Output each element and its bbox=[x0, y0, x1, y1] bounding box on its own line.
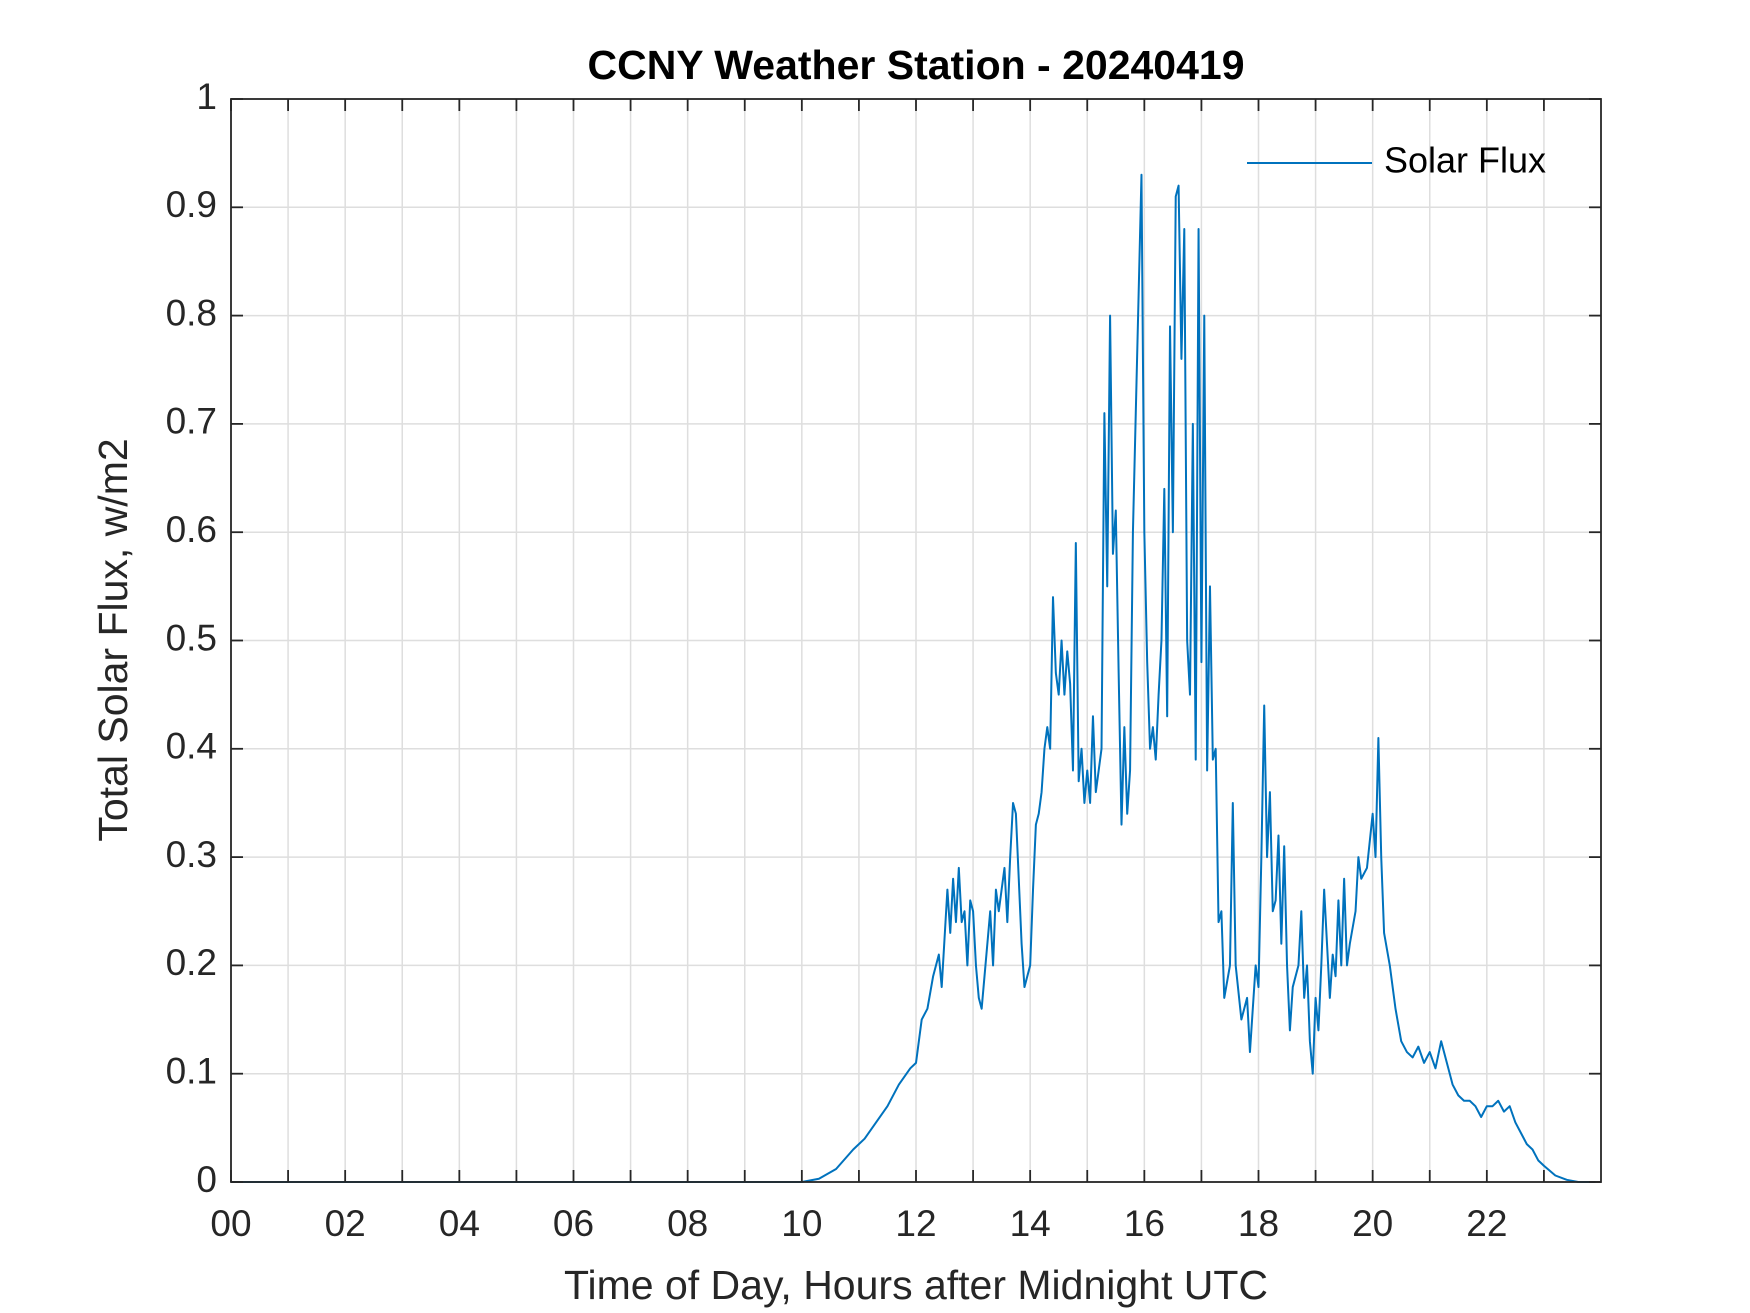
x-tick-label: 14 bbox=[1010, 1203, 1051, 1244]
y-tick-label: 0.5 bbox=[166, 617, 217, 658]
series-line bbox=[231, 173, 1596, 1183]
x-tick-label: 12 bbox=[895, 1203, 936, 1244]
x-tick-label: 04 bbox=[439, 1203, 480, 1244]
y-tick-label: 0.8 bbox=[166, 292, 217, 333]
x-tick-label: 02 bbox=[325, 1203, 366, 1244]
x-tick-label: 06 bbox=[553, 1203, 594, 1244]
x-tick-label: 00 bbox=[210, 1203, 251, 1244]
x-tick-label: 18 bbox=[1238, 1203, 1279, 1244]
y-tick-label: 1 bbox=[196, 76, 217, 117]
y-tick-label: 0.3 bbox=[166, 834, 217, 875]
x-tick-label: 22 bbox=[1466, 1203, 1507, 1244]
x-tick-label: 08 bbox=[667, 1203, 708, 1244]
y-tick-label: 0 bbox=[196, 1159, 217, 1200]
y-tick-label: 0.1 bbox=[166, 1050, 217, 1091]
x-axis-label: Time of Day, Hours after Midnight UTC bbox=[564, 1262, 1268, 1308]
y-tick-label: 0.4 bbox=[166, 726, 217, 767]
y-tick-label: 0.2 bbox=[166, 942, 217, 983]
y-tick-label: 0.6 bbox=[166, 509, 217, 550]
x-tick-label: 10 bbox=[781, 1203, 822, 1244]
y-tick-label: 0.9 bbox=[166, 184, 217, 225]
x-tick-label: 16 bbox=[1124, 1203, 1165, 1244]
x-tick-label: 20 bbox=[1352, 1203, 1393, 1244]
y-tick-label: 0.7 bbox=[166, 401, 217, 442]
y-axis-label: Total Solar Flux, w/m2 bbox=[90, 438, 136, 841]
legend-label: Solar Flux bbox=[1384, 140, 1546, 181]
chart-title: CCNY Weather Station - 20240419 bbox=[587, 42, 1244, 88]
